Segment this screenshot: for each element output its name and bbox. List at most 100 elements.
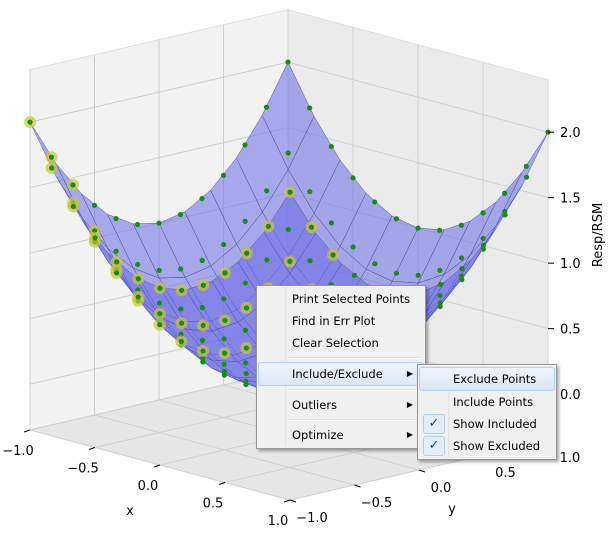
data-point	[113, 270, 120, 276]
data-point	[135, 261, 141, 268]
data-point	[156, 300, 162, 306]
data-point	[222, 317, 228, 323]
data-point	[199, 337, 206, 343]
menu-item-optimize[interactable]: Optimize ▶	[259, 424, 423, 446]
data-point	[459, 265, 465, 272]
data-point	[330, 252, 336, 258]
data-point	[135, 276, 141, 282]
data-point	[264, 188, 270, 194]
data-point	[287, 189, 293, 195]
data-point	[200, 359, 206, 365]
menu-item-clear-selection[interactable]: Clear Selection	[292, 336, 379, 350]
z-tick-label: 0.0	[560, 388, 581, 403]
label: Include/Exclude	[292, 367, 383, 381]
data-point	[350, 244, 356, 250]
data-point	[221, 368, 228, 374]
data-point	[415, 272, 421, 278]
data-point	[328, 143, 334, 150]
data-point	[91, 202, 98, 208]
z-tick-label: 1.5	[560, 192, 581, 207]
data-point	[70, 182, 76, 188]
data-point	[157, 322, 163, 328]
data-point	[287, 258, 293, 264]
x-tick	[153, 464, 161, 468]
data-point	[156, 267, 162, 273]
data-point	[221, 336, 227, 342]
data-point	[48, 154, 55, 160]
data-point	[178, 320, 185, 326]
data-point	[437, 281, 444, 288]
data-point	[244, 250, 250, 256]
data-point	[307, 189, 313, 195]
data-point	[264, 257, 270, 263]
x-tick	[23, 429, 31, 433]
data-point	[372, 261, 378, 267]
gridline	[94, 54, 355, 486]
menu-item-include-exclude[interactable]: Include/Exclude ▶	[258, 362, 424, 386]
data-point	[243, 345, 249, 351]
data-point	[393, 216, 399, 222]
y-tick	[289, 499, 297, 503]
x-tick	[88, 447, 96, 450]
data-point	[480, 242, 487, 248]
data-point	[221, 372, 227, 378]
data-point	[243, 381, 249, 388]
checkmark-icon: ✓	[423, 414, 445, 434]
x-tick-label: 0.5	[203, 497, 224, 512]
data-point	[523, 163, 529, 169]
data-point	[221, 296, 227, 302]
x-tick-label: −1.0	[2, 444, 34, 459]
data-point	[243, 360, 249, 366]
data-point	[242, 142, 248, 148]
submenu-arrow-icon: ▶	[406, 400, 413, 409]
z-tick-label: 2.0	[560, 126, 581, 141]
data-point	[178, 306, 184, 312]
x-tick-label: 0.0	[138, 479, 159, 494]
menu-item-include-points[interactable]: Include Points	[453, 395, 534, 409]
menu-item-outliers[interactable]: Outliers ▶	[259, 394, 423, 416]
data-point	[222, 270, 228, 276]
z-axis-label: Resp/RSM	[591, 203, 606, 267]
data-point	[113, 248, 119, 254]
data-point	[285, 59, 291, 65]
data-point	[415, 225, 421, 231]
data-point	[480, 235, 486, 241]
menu-item-print-selected-points[interactable]: Print Selected Points	[292, 292, 411, 306]
submenu-arrow-icon: ▶	[406, 369, 413, 378]
menu-item-exclude-points[interactable]: Exclude Points	[419, 367, 555, 391]
data-point	[135, 294, 141, 300]
y-axis-label: y	[448, 502, 456, 517]
data-point	[265, 223, 271, 229]
z-tick-label: 0.5	[560, 323, 581, 338]
x-tick-label: 1.0	[268, 514, 289, 529]
checkmark-icon: ✓	[423, 436, 445, 456]
data-point	[177, 211, 184, 218]
data-point	[200, 348, 206, 354]
menu-item-find-in-err-plot[interactable]: Find in Err Plot	[292, 314, 376, 328]
menu-separator	[289, 389, 421, 391]
menu-item-show-excluded[interactable]: ✓ Show Excluded	[420, 435, 554, 457]
data-point	[222, 350, 228, 356]
data-point	[458, 222, 464, 228]
data-point	[459, 276, 465, 283]
y-tick-label: 1.0	[560, 451, 581, 466]
label: Optimize	[292, 428, 344, 442]
data-point	[242, 280, 248, 286]
data-point	[49, 165, 55, 171]
data-point	[502, 190, 508, 196]
menu-item-show-included[interactable]: ✓ Show Included	[420, 413, 554, 435]
x-axis-label: x	[126, 504, 134, 519]
data-point	[156, 220, 162, 226]
y-tick-label: 0.0	[431, 481, 452, 496]
data-point	[199, 257, 205, 263]
data-point	[242, 218, 248, 224]
data-point	[199, 304, 205, 311]
submenu-arrow-icon: ▶	[406, 430, 413, 439]
x-tick	[218, 482, 226, 485]
data-point	[27, 119, 33, 125]
data-point	[92, 235, 98, 241]
data-point	[220, 172, 227, 178]
y-tick	[354, 484, 361, 488]
data-point	[437, 293, 443, 299]
